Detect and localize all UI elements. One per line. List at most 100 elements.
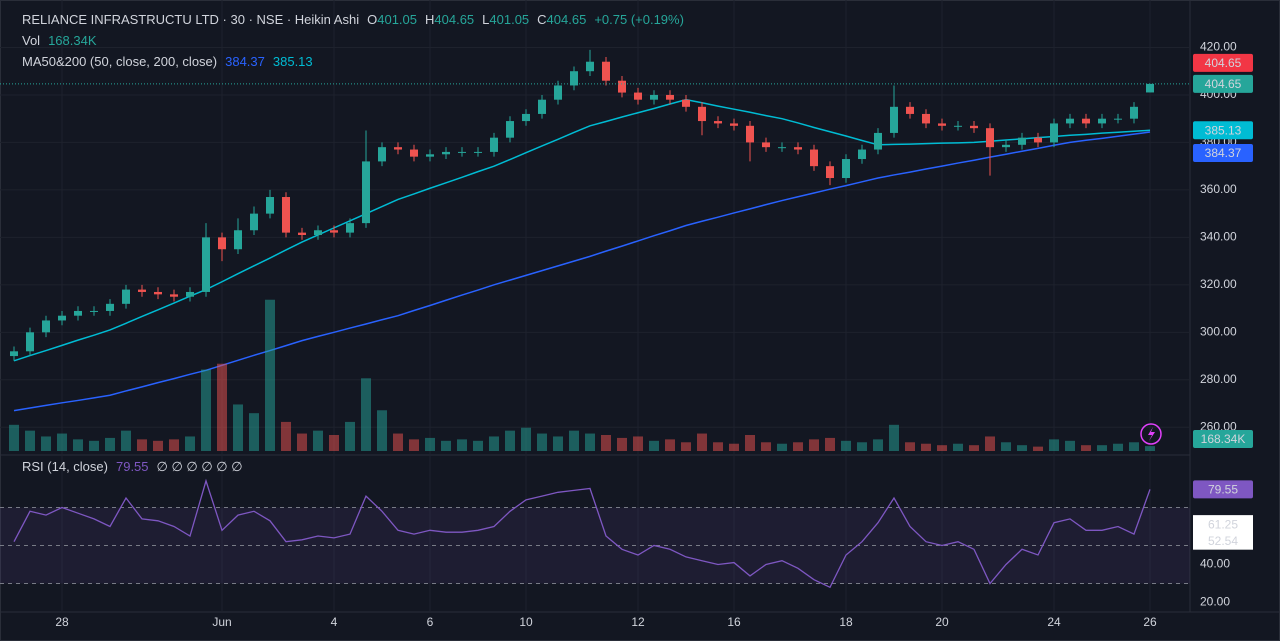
candle-body bbox=[154, 291, 162, 295]
candle-body bbox=[506, 121, 514, 138]
y-tick-label: 260.00 bbox=[1200, 419, 1237, 433]
candle-body bbox=[634, 92, 642, 100]
volume-bar bbox=[9, 424, 19, 451]
volume-bar bbox=[473, 440, 483, 451]
volume-bar bbox=[1081, 445, 1091, 451]
volume-bar bbox=[41, 436, 51, 451]
close-value: 404.65 bbox=[547, 12, 587, 27]
y-tick-label: 360.00 bbox=[1200, 182, 1237, 196]
volume-bar bbox=[633, 436, 643, 451]
candle-body bbox=[394, 147, 402, 150]
candle-body bbox=[554, 85, 562, 100]
volume-bar bbox=[1001, 442, 1011, 451]
volume-bar bbox=[745, 435, 755, 451]
candle-body bbox=[186, 291, 194, 297]
y-tick-label: 300.00 bbox=[1200, 324, 1237, 338]
candle-body bbox=[378, 147, 386, 162]
candle-body bbox=[1018, 137, 1026, 145]
candle-body bbox=[234, 230, 242, 250]
y-tick-label: 340.00 bbox=[1200, 230, 1237, 244]
volume-bar bbox=[697, 433, 707, 451]
y-tick-label: 320.00 bbox=[1200, 277, 1237, 291]
candle-body bbox=[458, 151, 466, 153]
volume-bar bbox=[921, 443, 931, 451]
volume-bar bbox=[681, 442, 691, 451]
alert-bolt bbox=[1148, 427, 1155, 441]
alert-icon[interactable] bbox=[1140, 423, 1162, 445]
volume-bar bbox=[825, 437, 835, 451]
rsi-line bbox=[13, 478, 1151, 589]
price-label-box bbox=[1193, 53, 1253, 72]
volume-bar bbox=[857, 442, 867, 451]
level-label: 52.54 bbox=[1208, 534, 1238, 548]
volume-bar bbox=[537, 433, 547, 451]
volume-bar bbox=[329, 435, 339, 451]
candle-body bbox=[1050, 123, 1058, 143]
candle-body bbox=[810, 149, 818, 167]
low-value: 401.05 bbox=[489, 12, 529, 27]
volume-bar bbox=[1017, 445, 1027, 451]
candle-body bbox=[698, 106, 706, 122]
level-label-box bbox=[1193, 515, 1253, 534]
candle-body bbox=[730, 123, 738, 126]
volume-bar bbox=[57, 433, 67, 451]
x-tick-label: 10 bbox=[519, 615, 533, 629]
ohlc-letter: H bbox=[425, 12, 434, 27]
candle-body bbox=[170, 294, 178, 297]
volume-bar bbox=[841, 440, 851, 451]
y-tick-label: 20.00 bbox=[1200, 595, 1230, 609]
ma-legend: MA50&200 (50, close, 200, close) 384.37 38… bbox=[22, 54, 313, 69]
x-tick-label: 28 bbox=[55, 615, 69, 629]
candle-body bbox=[650, 94, 658, 100]
candle-body bbox=[410, 149, 418, 157]
ma-price-label-box bbox=[1193, 144, 1253, 163]
candle-body bbox=[74, 310, 82, 316]
volume-bar bbox=[313, 430, 323, 451]
candle-body bbox=[826, 166, 834, 179]
volume-bar bbox=[585, 433, 595, 451]
volume-bar bbox=[249, 413, 259, 451]
volume-bar bbox=[665, 439, 675, 451]
volume-bar bbox=[873, 439, 883, 451]
rsi-legend: RSI (14, close) 79.55 ∅ ∅ ∅ ∅ ∅ ∅ bbox=[22, 459, 243, 474]
y-tick-label: 420.00 bbox=[1200, 40, 1237, 54]
ma-value: 385.13 bbox=[273, 54, 313, 69]
candle-body bbox=[602, 61, 610, 81]
candle-body bbox=[986, 128, 994, 148]
header: RELIANCE INFRASTRUCTU LTD · 30 · NSE · H… bbox=[22, 12, 684, 27]
volume-bar bbox=[25, 430, 35, 451]
price-label-box bbox=[1193, 74, 1253, 93]
candle-body bbox=[538, 99, 546, 114]
candle-body bbox=[762, 142, 770, 148]
candle-body bbox=[266, 197, 274, 214]
x-tick-label: Jun bbox=[212, 615, 231, 629]
volume-bar bbox=[969, 445, 979, 451]
volume-bar bbox=[1049, 439, 1059, 451]
volume-bar bbox=[905, 442, 915, 451]
candle-body bbox=[1098, 118, 1106, 124]
candle-body bbox=[1034, 137, 1042, 143]
candle-body bbox=[10, 351, 18, 357]
volume-bar bbox=[521, 427, 531, 451]
volume-bar bbox=[73, 439, 83, 451]
alert-circle bbox=[1140, 423, 1162, 445]
volume-bar bbox=[169, 439, 179, 451]
volume-bar bbox=[985, 436, 995, 451]
volume-bar bbox=[777, 443, 787, 451]
volume-bar bbox=[601, 435, 611, 451]
volume-bar bbox=[1033, 446, 1043, 451]
candle-body bbox=[842, 159, 850, 179]
candle-body bbox=[122, 289, 130, 304]
candle-body bbox=[858, 149, 866, 160]
volume-bar bbox=[729, 443, 739, 451]
candle-body bbox=[1146, 83, 1154, 93]
symbol-title: RELIANCE INFRASTRUCTU LTD · 30 · NSE · H… bbox=[22, 12, 359, 27]
candle-body bbox=[314, 230, 322, 235]
volume-bar bbox=[1129, 442, 1139, 451]
volume-bar bbox=[457, 439, 467, 451]
price-label: 404.65 bbox=[1205, 56, 1242, 70]
volume-bar bbox=[409, 439, 419, 451]
ohlc-letter: L bbox=[482, 12, 489, 27]
